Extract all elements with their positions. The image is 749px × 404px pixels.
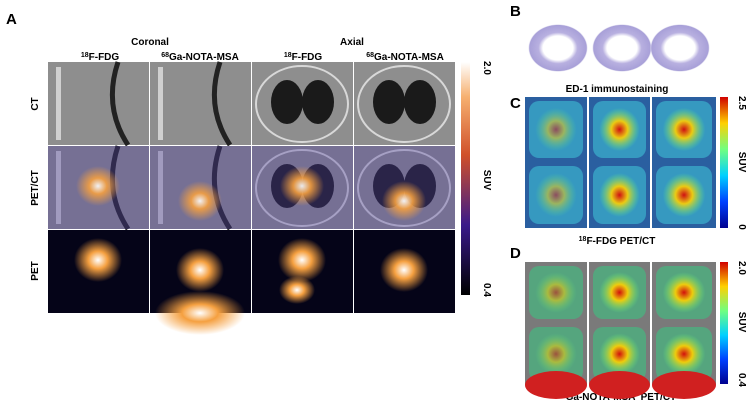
uptake	[589, 371, 650, 399]
image-tile	[354, 146, 455, 229]
column-title: 68Ga-NOTA-MSA	[366, 52, 444, 63]
body-outline	[357, 149, 451, 227]
tracer: Ga-NOTA-MSA	[169, 52, 239, 63]
panel-label: C	[510, 95, 521, 112]
uptake	[382, 181, 426, 221]
image-tile	[252, 62, 353, 145]
isotope-mass: 68	[161, 52, 169, 59]
column-title: 18F-FDG	[81, 52, 120, 63]
colorbar-title: SUV	[736, 152, 747, 173]
rib	[56, 151, 61, 224]
image-tile	[150, 230, 251, 335]
uptake	[662, 173, 706, 217]
uptake	[280, 166, 324, 206]
row-title: CT	[30, 97, 41, 110]
colorbar	[720, 97, 728, 228]
tissue-section	[650, 24, 710, 72]
image-background	[48, 62, 149, 145]
tissue-section	[592, 24, 652, 72]
uptake	[535, 333, 577, 375]
uptake	[599, 107, 640, 152]
uptake	[525, 371, 587, 399]
colorbar-max: 2.0	[481, 61, 492, 75]
lung-edge	[211, 61, 233, 147]
image-tile	[48, 145, 149, 231]
image-tile	[48, 230, 149, 313]
colorbar-min: 0.4	[481, 283, 492, 297]
isotope-mass: 18	[284, 52, 292, 59]
view-title: Coronal	[131, 37, 169, 48]
column-title: 18F-FDG	[284, 52, 323, 63]
lung-edge	[109, 61, 131, 147]
colorbar-max: 2.5	[736, 96, 747, 110]
caption-text: F-FDG PET/CT	[586, 236, 655, 247]
lung	[271, 80, 303, 124]
column-title: 68Ga-NOTA-MSA	[161, 52, 239, 63]
image-tile	[354, 62, 455, 145]
uptake	[662, 107, 706, 152]
colorbar-max: 2.0	[736, 261, 747, 275]
lung	[404, 80, 436, 124]
uptake	[74, 238, 122, 282]
caption: ED-1 immunostaining	[566, 84, 669, 95]
isotope-mass: 18	[579, 236, 587, 243]
uptake	[535, 173, 577, 217]
image-tile	[150, 145, 251, 231]
body-outline	[357, 65, 451, 143]
image-tile	[252, 230, 353, 313]
colorbar-min: 0.4	[736, 373, 747, 387]
row-title: PET	[30, 261, 41, 280]
uptake	[652, 371, 716, 399]
uptake	[176, 248, 224, 292]
rib	[56, 67, 61, 140]
isotope-mass: 68	[366, 52, 374, 59]
panel-label: A	[6, 11, 17, 28]
image-tile	[252, 146, 353, 229]
tracer: F-FDG	[292, 52, 323, 63]
uptake	[662, 272, 706, 313]
body-outline	[255, 149, 349, 227]
panel-label: D	[510, 245, 521, 262]
colorbar-title: SUV	[481, 170, 492, 191]
colorbar-title: SUV	[736, 312, 747, 333]
uptake	[278, 238, 326, 282]
uptake	[599, 272, 640, 313]
lung	[373, 80, 405, 124]
uptake	[535, 107, 577, 152]
colorbar-min: 0	[736, 224, 747, 230]
uptake	[178, 181, 222, 221]
rib	[158, 67, 163, 140]
tracer: Ga-NOTA-MSA	[374, 52, 444, 63]
uptake	[599, 173, 640, 217]
lung	[302, 80, 334, 124]
uptake	[535, 272, 577, 313]
isotope-mass: 18	[81, 52, 89, 59]
uptake	[380, 248, 428, 292]
image-tile	[354, 230, 455, 313]
image-background	[150, 62, 251, 145]
uptake	[279, 276, 315, 304]
rib	[158, 151, 163, 224]
uptake	[155, 291, 245, 335]
colorbar	[720, 262, 728, 384]
uptake	[662, 333, 706, 375]
caption: 18F-FDG PET/CT	[579, 236, 656, 247]
uptake	[76, 166, 120, 206]
body-outline	[255, 65, 349, 143]
image-tile	[150, 61, 251, 147]
image-tile	[48, 61, 149, 147]
view-title: Axial	[340, 37, 364, 48]
panel-label: B	[510, 3, 521, 20]
tissue-section	[528, 24, 588, 72]
row-title: PET/CT	[30, 170, 41, 206]
colorbar	[461, 62, 470, 295]
uptake	[599, 333, 640, 375]
tracer: F-FDG	[89, 52, 120, 63]
